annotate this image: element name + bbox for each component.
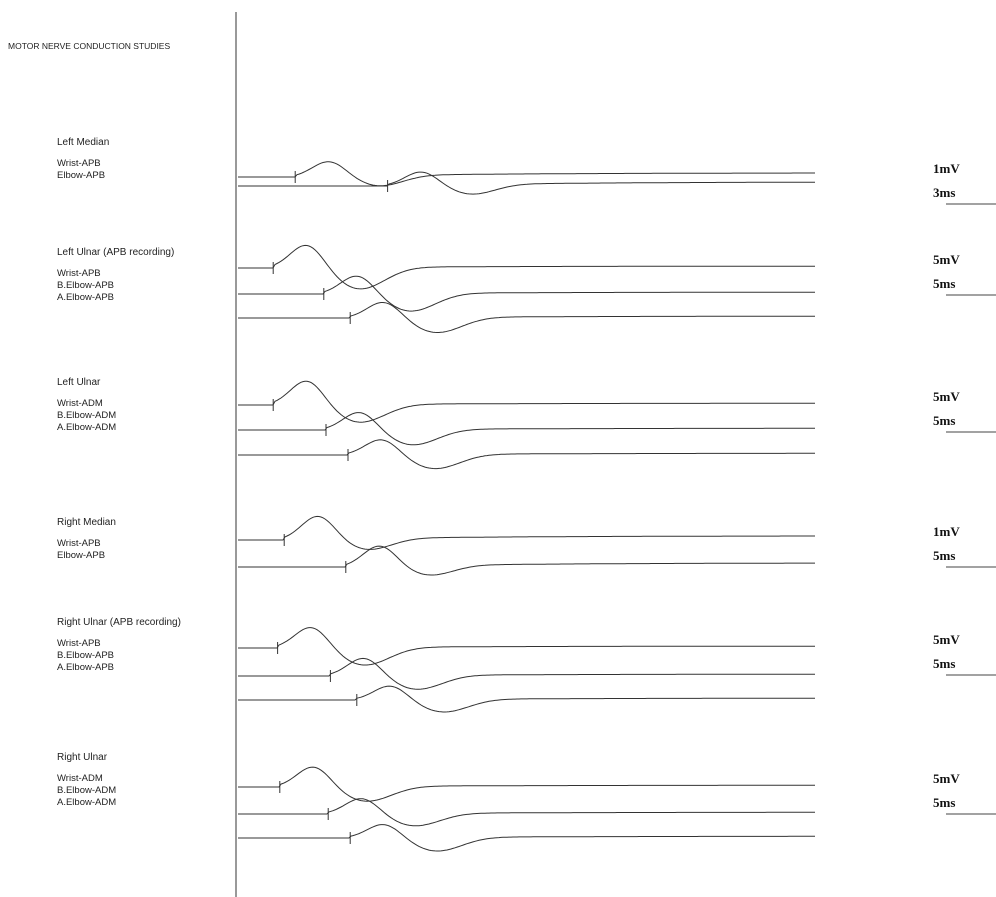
waveform-trace bbox=[238, 171, 815, 195]
figure-title: MOTOR NERVE CONDUCTION STUDIES bbox=[8, 41, 170, 51]
time-scale-label: 5ms bbox=[933, 413, 955, 428]
waveform-trace bbox=[238, 275, 815, 312]
time-scale-label: 3ms bbox=[933, 185, 955, 200]
waveform-trace bbox=[238, 380, 815, 423]
waveform-trace bbox=[238, 515, 815, 550]
trace-label: Wrist-ADM bbox=[57, 398, 103, 409]
waveform-trace bbox=[238, 302, 815, 333]
panel-title: Left Ulnar bbox=[57, 377, 101, 388]
waveform-trace bbox=[238, 657, 815, 690]
amplitude-scale-label: 1mV bbox=[933, 161, 960, 176]
waveform-trace bbox=[238, 545, 815, 576]
amplitude-scale-label: 5mV bbox=[933, 252, 960, 267]
waveform-trace bbox=[238, 798, 815, 827]
waveform-trace bbox=[238, 439, 815, 470]
time-scale-label: 5ms bbox=[933, 548, 955, 563]
trace-label: Wrist-APB bbox=[57, 638, 101, 649]
trace-label: Wrist-APB bbox=[57, 158, 101, 169]
trace-label: A.Elbow-APB bbox=[57, 662, 114, 673]
time-scale-label: 5ms bbox=[933, 656, 955, 671]
amplitude-scale-label: 5mV bbox=[933, 632, 960, 647]
trace-label: A.Elbow-ADM bbox=[57, 422, 116, 433]
amplitude-scale-label: 5mV bbox=[933, 771, 960, 786]
panel-title: Right Median bbox=[57, 517, 116, 528]
panel-title: Right Ulnar bbox=[57, 752, 108, 763]
time-scale-label: 5ms bbox=[933, 276, 955, 291]
trace-label: A.Elbow-APB bbox=[57, 292, 114, 303]
amplitude-scale-label: 5mV bbox=[933, 389, 960, 404]
trace-label: Wrist-APB bbox=[57, 268, 101, 279]
amplitude-scale-label: 1mV bbox=[933, 524, 960, 539]
trace-label: B.Elbow-ADM bbox=[57, 785, 116, 796]
trace-label: Wrist-APB bbox=[57, 538, 101, 549]
panel-title: Left Ulnar (APB recording) bbox=[57, 247, 174, 258]
waveform-trace bbox=[238, 627, 815, 666]
waveform-trace bbox=[238, 685, 815, 713]
panel-title: Left Median bbox=[57, 137, 109, 148]
trace-label: B.Elbow-ADM bbox=[57, 410, 116, 421]
trace-label: B.Elbow-APB bbox=[57, 280, 114, 291]
waveform-trace bbox=[238, 161, 815, 187]
panel-title: Right Ulnar (APB recording) bbox=[57, 617, 181, 628]
waveform-trace bbox=[238, 412, 815, 446]
trace-label: A.Elbow-ADM bbox=[57, 797, 116, 808]
trace-label: Elbow-APB bbox=[57, 170, 105, 181]
trace-label: Wrist-ADM bbox=[57, 773, 103, 784]
waveform-trace bbox=[238, 766, 815, 802]
waveform-trace bbox=[238, 244, 815, 290]
trace-label: B.Elbow-APB bbox=[57, 650, 114, 661]
trace-label: Elbow-APB bbox=[57, 550, 105, 561]
waveform-trace bbox=[238, 824, 815, 852]
time-scale-label: 5ms bbox=[933, 795, 955, 810]
